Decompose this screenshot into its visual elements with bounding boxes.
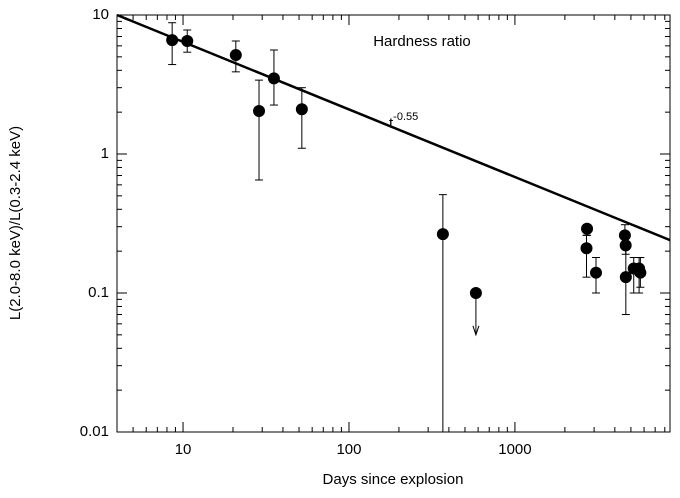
data-point	[181, 35, 194, 48]
data-point	[589, 266, 602, 279]
data-point	[580, 242, 593, 255]
data-point	[253, 104, 266, 117]
data-point	[436, 228, 449, 241]
upper-limit-arrowhead	[472, 325, 480, 337]
y-tick-label: 1	[101, 145, 109, 162]
data-point	[634, 266, 647, 279]
x-tick-label: 100	[336, 441, 361, 458]
fit-exponent: -0.55	[393, 111, 418, 123]
annotation: Hardness ratio	[373, 33, 471, 50]
y-tick-label: 0.1	[88, 284, 109, 301]
fit-base: t	[389, 115, 394, 132]
data-point	[267, 72, 280, 85]
y-tick-label: 10	[92, 6, 109, 23]
data-point	[581, 222, 594, 235]
data-point	[619, 271, 632, 284]
data-point	[166, 34, 179, 47]
x-tick-label: 1000	[498, 441, 531, 458]
fit-label: t-0.55	[389, 111, 418, 132]
upper-limit-point	[469, 287, 482, 299]
x-tick-label: 10	[175, 441, 192, 458]
y-axis-label: L(2.0-8.0 keV)/L(0.3-2.4 keV)	[7, 126, 24, 320]
fit-line	[116, 13, 671, 242]
data-point	[295, 103, 308, 116]
plot-frame	[116, 14, 671, 433]
y-tick-label: 0.01	[80, 423, 109, 440]
data-point	[229, 49, 242, 62]
x-axis-label: Days since explosion	[323, 471, 464, 488]
